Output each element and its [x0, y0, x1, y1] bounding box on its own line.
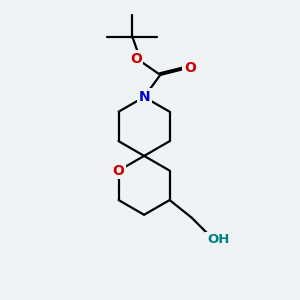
Text: O: O	[130, 52, 142, 66]
Text: OH: OH	[207, 233, 230, 246]
Text: N: N	[138, 90, 150, 104]
Text: O: O	[113, 164, 124, 178]
Text: O: O	[184, 61, 196, 75]
